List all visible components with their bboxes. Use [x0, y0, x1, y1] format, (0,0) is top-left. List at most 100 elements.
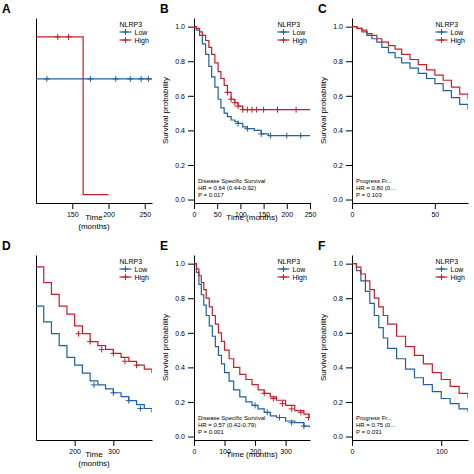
censor-mark: [110, 390, 116, 396]
x-axis-line: [195, 440, 311, 441]
panel: 150200250Time(months)ANLRP3LowHigh: [2, 2, 153, 231]
censor-mark: [87, 339, 93, 345]
x-tick-label: 300: [108, 448, 120, 455]
y-tick: 0.6: [175, 330, 194, 337]
survival-step-line: [352, 27, 468, 110]
censor-mark: [280, 401, 286, 407]
panel-label: E: [160, 239, 168, 253]
y-tick-mark: [346, 333, 352, 334]
x-tick: 0: [351, 203, 355, 218]
x-tick-label: 50: [214, 211, 222, 218]
x-tick-mark: [113, 440, 114, 446]
annotation-line: Disease Specific Survival: [198, 178, 265, 184]
legend-title: NLRP3: [119, 258, 142, 265]
y-tick-mark: [346, 96, 352, 97]
y-tick-label: 0.4: [175, 364, 185, 371]
x-tick: 50: [214, 203, 222, 218]
survival-step-line: [36, 78, 152, 79]
y-tick-label: 0.2: [333, 162, 343, 169]
annotation-background: [355, 414, 398, 437]
censor-mark: [224, 89, 230, 95]
legend-label: Low: [134, 266, 148, 273]
x-tick-label: 200: [103, 211, 115, 218]
survival-step-line: [36, 267, 152, 373]
legend-swatch-marker: [280, 266, 286, 272]
x-tick-mark: [240, 203, 241, 209]
x-tick-mark: [225, 440, 226, 446]
y-axis: 0.00.20.40.60.81.0: [175, 19, 194, 204]
x-tick: 300: [280, 440, 292, 455]
legend: NLRP3LowHigh: [119, 258, 149, 282]
censor-mark: [254, 107, 260, 113]
x-tick-label: 250: [305, 211, 317, 218]
y-axis-line: [36, 19, 37, 204]
censor-mark: [298, 133, 304, 139]
x-tick: 0: [193, 203, 197, 218]
censor-mark: [122, 358, 128, 364]
censor-mark: [91, 382, 97, 388]
y-axis-line: [194, 256, 195, 441]
legend-swatch-marker: [438, 274, 444, 280]
annotation-background: [355, 177, 398, 200]
y-tick: 0.2: [333, 399, 352, 406]
x-tick-mark: [255, 440, 256, 446]
legend-title: NLRP3: [277, 21, 300, 28]
y-tick-label: 0.2: [175, 399, 185, 406]
censor-mark: [293, 107, 299, 113]
x-tick-mark: [264, 203, 265, 209]
censor-mark: [235, 103, 241, 109]
censor-mark: [66, 34, 72, 40]
censor-mark: [301, 423, 307, 429]
x-tick: 0: [351, 440, 355, 455]
legend-swatch-marker: [122, 266, 128, 272]
legend-label: High: [292, 274, 307, 282]
y-tick: 1.0: [333, 23, 352, 30]
censor-mark: [270, 396, 276, 402]
censor-mark: [275, 107, 281, 113]
y-tick-mark: [346, 437, 352, 438]
legend-swatch-marker: [438, 266, 444, 272]
y-tick-mark: [188, 96, 194, 97]
legend: NLRP3LowHigh: [435, 258, 465, 282]
legend-label: High: [450, 37, 465, 45]
x-tick: 150: [67, 203, 79, 218]
x-axis-line: [195, 203, 311, 204]
survival-step-line: [352, 264, 468, 413]
legend-swatch-marker: [280, 274, 286, 280]
plot-background: [352, 18, 468, 203]
y-tick: 0.0: [175, 196, 194, 203]
censor-mark: [76, 331, 82, 337]
y-tick-label: 0.8: [333, 295, 343, 302]
panel-label: C: [318, 2, 327, 16]
censor-mark: [44, 76, 50, 82]
legend-entry: High: [277, 274, 307, 282]
y-tick: 0.4: [333, 364, 352, 371]
y-tick-mark: [188, 200, 194, 201]
y-tick: 0.8: [333, 295, 352, 302]
legend-swatch-marker: [122, 274, 128, 280]
annotation-line: HR = 0.80 (0...: [356, 185, 396, 191]
y-tick-label: 1.0: [333, 260, 343, 267]
annotation-box: Disease Specific SurvivalHR = 0.57 (0.42…: [197, 414, 267, 437]
x-axis-title: Time(months): [78, 213, 110, 231]
y-tick-label: 0.4: [175, 127, 185, 134]
legend: NLRP3LowHigh: [277, 21, 307, 45]
x-tick: 200: [281, 203, 293, 218]
annotation-line: Disease Specific Survival: [198, 415, 265, 421]
x-tick-mark: [441, 440, 442, 446]
y-tick: 0.4: [175, 364, 194, 371]
x-tick-label: 300: [280, 448, 292, 455]
survival-step-line: [352, 27, 468, 100]
plot-area: [194, 264, 310, 430]
annotation: Progress Fr...HR = 0.80 (0...P = 0.103: [356, 178, 396, 198]
censor-mark: [126, 398, 132, 404]
legend-label: Low: [450, 266, 464, 273]
legend-entry: High: [119, 37, 149, 45]
censor-mark: [289, 420, 295, 426]
y-tick-mark: [188, 298, 194, 299]
annotation: Progress Fr...HR = 0.75 (0...P = 0.031: [356, 415, 396, 435]
x-tick-mark: [145, 203, 146, 209]
y-tick-label: 1.0: [175, 23, 185, 30]
censor-mark: [113, 76, 119, 82]
x-axis: 0100: [351, 440, 469, 455]
